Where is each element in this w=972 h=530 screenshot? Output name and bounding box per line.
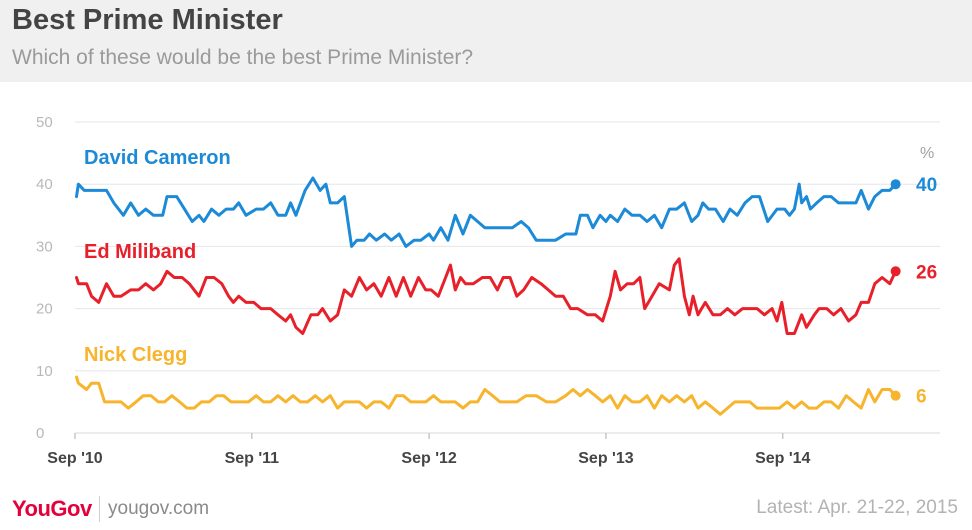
chart-title: Best Prime Minister bbox=[12, 4, 283, 36]
series-line bbox=[75, 176, 898, 248]
x-tick-label: Sep '14 bbox=[755, 450, 810, 467]
series-name-label: Nick Clegg bbox=[84, 344, 187, 366]
y-tick-label: 30 bbox=[36, 238, 53, 255]
footer-latest-date: Latest: Apr. 21-22, 2015 bbox=[756, 497, 958, 518]
series-end-point bbox=[890, 390, 901, 401]
series-end-label: 6 bbox=[916, 387, 927, 408]
x-tick-label: Sep '12 bbox=[401, 450, 456, 467]
unit-label: % bbox=[920, 145, 934, 162]
footer-site-link[interactable]: yougov.com bbox=[108, 498, 210, 519]
series-end-point bbox=[890, 179, 901, 190]
y-tick-label: 0 bbox=[36, 425, 44, 442]
x-tick-label: Sep '13 bbox=[578, 450, 633, 467]
x-tick-label: Sep '11 bbox=[225, 450, 280, 467]
yougov-logo: YouGov bbox=[12, 496, 92, 521]
y-tick-label: 40 bbox=[36, 176, 53, 193]
series-end-label: 26 bbox=[916, 262, 937, 283]
series-line bbox=[75, 257, 898, 335]
y-tick-label: 50 bbox=[36, 114, 53, 131]
series-end-point bbox=[890, 266, 901, 277]
footer-divider bbox=[99, 496, 100, 522]
series-name-label: David Cameron bbox=[84, 147, 231, 169]
y-tick-label: 20 bbox=[36, 301, 53, 318]
chart-header: Best Prime Minister Which of these would… bbox=[0, 0, 972, 82]
y-tick-label: 10 bbox=[36, 363, 53, 380]
series-line bbox=[75, 375, 898, 416]
chart-subtitle: Which of these would be the best Prime M… bbox=[12, 46, 474, 69]
x-tick-label: Sep '10 bbox=[47, 450, 102, 467]
series-name-label: Ed Miliband bbox=[84, 241, 196, 263]
series-end-label: 40 bbox=[916, 175, 937, 196]
